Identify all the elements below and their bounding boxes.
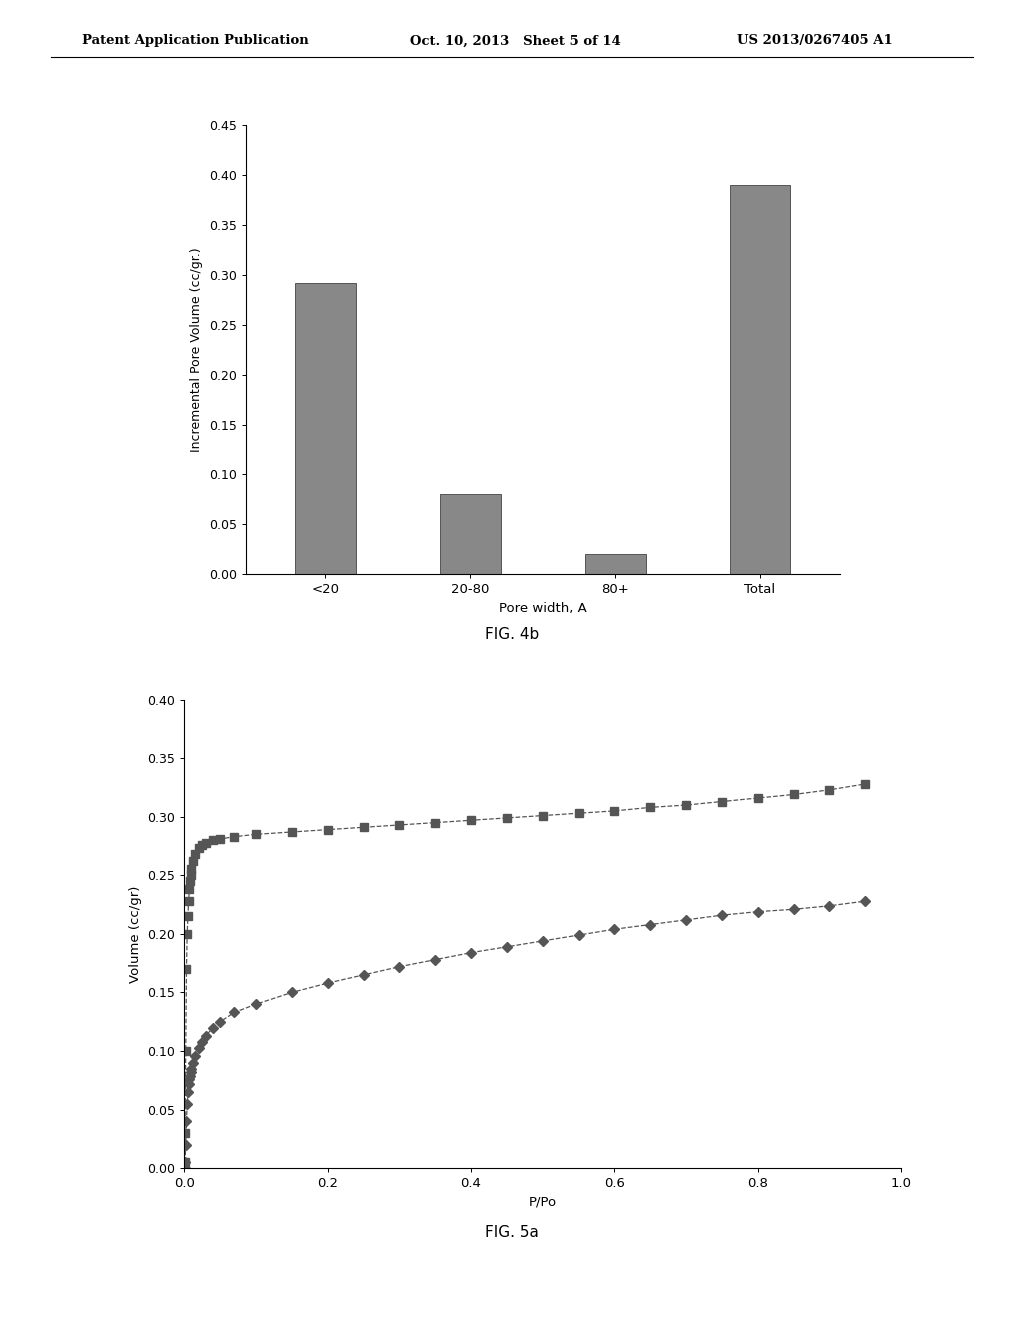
Text: Patent Application Publication: Patent Application Publication — [82, 34, 308, 48]
Y-axis label: Incremental Pore Volume (cc/gr.): Incremental Pore Volume (cc/gr.) — [190, 247, 203, 453]
Text: Oct. 10, 2013   Sheet 5 of 14: Oct. 10, 2013 Sheet 5 of 14 — [410, 34, 621, 48]
Bar — [295, 282, 356, 574]
X-axis label: Pore width, A: Pore width, A — [499, 602, 587, 615]
Text: FIG. 5a: FIG. 5a — [485, 1225, 539, 1239]
Text: US 2013/0267405 A1: US 2013/0267405 A1 — [737, 34, 893, 48]
Bar — [440, 495, 501, 574]
Bar — [729, 185, 791, 574]
X-axis label: P/Po: P/Po — [528, 1196, 557, 1209]
Y-axis label: Volume (cc/gr): Volume (cc/gr) — [129, 886, 141, 982]
Bar — [585, 554, 645, 574]
Text: FIG. 4b: FIG. 4b — [485, 627, 539, 642]
